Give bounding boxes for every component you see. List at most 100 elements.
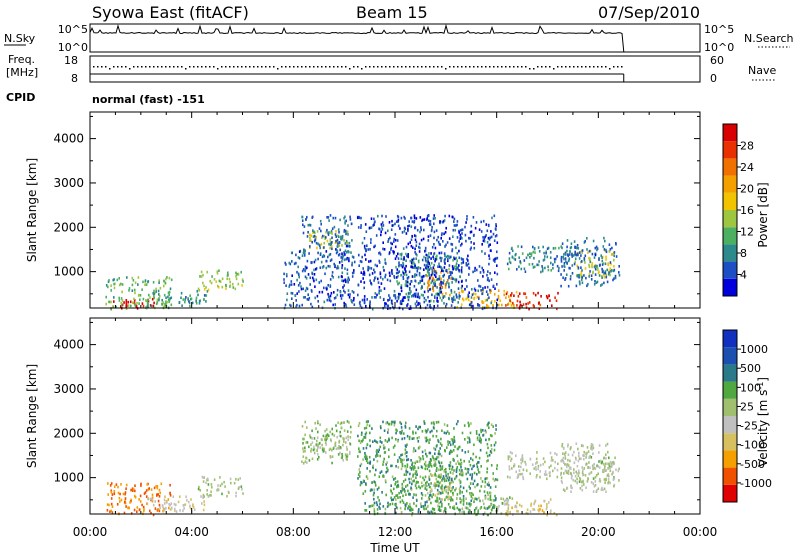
data-cell: [460, 280, 463, 283]
freq-dot: [213, 66, 215, 68]
data-cell: [335, 230, 337, 233]
data-cell: [196, 290, 199, 293]
data-cell: [464, 451, 467, 454]
nave-tick-low: 0: [710, 72, 717, 85]
data-cell: [576, 244, 579, 247]
freq-dot: [513, 66, 515, 68]
data-cell: [477, 461, 480, 464]
data-cell: [328, 242, 330, 246]
data-cell: [113, 296, 115, 299]
data-cell: [151, 498, 153, 501]
data-cell: [344, 278, 346, 282]
data-cell: [465, 239, 467, 243]
data-cell: [457, 420, 459, 423]
data-cell: [195, 302, 198, 305]
data-cell: [464, 438, 466, 441]
data-cell: [490, 289, 492, 293]
data-cell: [157, 499, 160, 503]
data-cell: [327, 264, 330, 268]
data-cell: [562, 456, 565, 460]
data-cell: [569, 447, 572, 451]
freq-dot: [573, 66, 575, 68]
data-cell: [518, 265, 520, 269]
data-cell: [615, 242, 617, 246]
data-cell: [462, 495, 465, 498]
data-cell: [217, 484, 219, 487]
data-cell: [325, 236, 327, 239]
data-cell: [454, 445, 456, 448]
colorbar-segment: [723, 484, 737, 502]
x-tick-label: 08:00: [276, 525, 311, 539]
data-cell: [444, 471, 447, 474]
y-tick-label: 2000: [53, 426, 84, 440]
data-cell: [612, 269, 615, 273]
data-cell: [331, 461, 333, 465]
data-cell: [302, 287, 304, 291]
data-cell: [568, 466, 571, 470]
data-cell: [437, 452, 440, 456]
data-cell: [377, 277, 379, 281]
data-cell: [408, 288, 411, 292]
data-cell: [413, 285, 416, 288]
data-cell: [581, 466, 583, 469]
data-cell: [139, 494, 142, 498]
data-cell: [469, 463, 472, 467]
data-cell: [554, 257, 557, 261]
data-cell: [503, 499, 506, 503]
data-cell: [471, 475, 473, 479]
data-cell: [586, 451, 588, 455]
data-cell: [569, 246, 572, 250]
data-cell: [441, 281, 444, 284]
data-cell: [376, 454, 379, 457]
data-cell: [461, 258, 463, 261]
data-cell: [593, 265, 596, 269]
data-cell: [428, 300, 431, 303]
data-cell: [550, 459, 553, 462]
data-cell: [335, 447, 338, 451]
data-cell: [429, 303, 431, 307]
data-cell: [473, 246, 476, 250]
data-cell: [600, 254, 602, 257]
data-cell: [542, 245, 544, 249]
data-cell: [401, 482, 403, 486]
data-cell: [455, 268, 457, 271]
data-cell: [548, 466, 551, 469]
data-cell: [158, 297, 160, 300]
data-cell: [310, 261, 312, 264]
data-cell: [490, 503, 493, 506]
data-cell: [342, 279, 345, 283]
data-cell: [449, 464, 452, 467]
data-cell: [147, 280, 150, 283]
data-cell: [170, 296, 173, 300]
data-cell: [311, 305, 314, 309]
data-cell: [445, 243, 447, 247]
data-cell: [564, 489, 566, 493]
data-cell: [341, 266, 343, 270]
data-cell: [458, 294, 461, 297]
data-cell: [460, 462, 463, 466]
data-cell: [360, 260, 363, 264]
freq-dot: [189, 66, 191, 68]
data-cell: [308, 459, 311, 462]
data-cell: [161, 298, 163, 302]
data-cell: [408, 270, 411, 274]
data-cell: [298, 250, 301, 253]
data-cell: [486, 491, 489, 494]
data-cell: [385, 470, 387, 474]
data-cell: [582, 473, 584, 477]
data-cell: [474, 266, 476, 270]
data-cell: [179, 509, 181, 512]
data-cell: [487, 293, 489, 296]
data-cell: [360, 280, 362, 283]
data-cell: [217, 286, 220, 289]
data-cell: [163, 293, 166, 297]
data-cell: [524, 292, 527, 296]
data-cell: [303, 254, 306, 257]
data-cell: [612, 470, 614, 474]
data-cell: [556, 453, 558, 456]
data-cell: [146, 304, 149, 308]
data-cell: [341, 252, 343, 255]
data-cell: [562, 459, 564, 463]
data-cell: [427, 265, 430, 269]
data-cell: [556, 307, 558, 311]
